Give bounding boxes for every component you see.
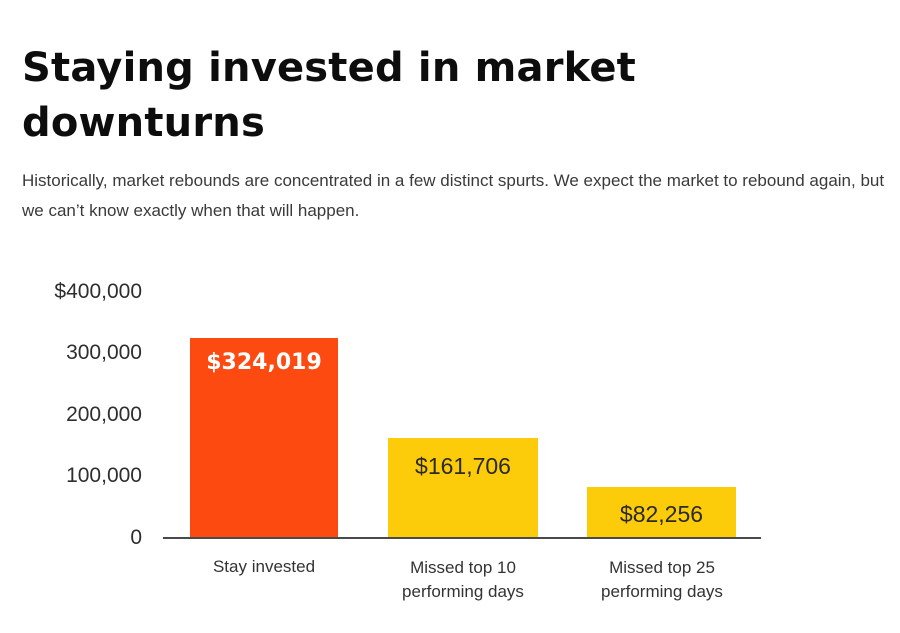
- bar-missed-top-25: $82,256: [587, 487, 736, 538]
- x-label-missed-top-10: Missed top 10 performing days: [368, 556, 558, 604]
- y-tick-0: 0: [130, 526, 142, 549]
- chart-description: Historically, market rebounds are concen…: [22, 171, 885, 220]
- y-tick-400000: $400,000: [54, 280, 142, 303]
- y-tick-300000: 300,000: [66, 341, 142, 364]
- x-label-line: Stay invested: [212, 557, 316, 576]
- bar-stay-invested: $324,019: [190, 338, 338, 538]
- bar-missed-top-10: $161,706: [388, 438, 538, 538]
- x-label-line: Missed top 25: [609, 558, 715, 577]
- x-label-stay-invested: Stay invested: [169, 555, 359, 579]
- bar-value-label: $161,706: [415, 453, 511, 479]
- bar-value-label: $82,256: [619, 501, 704, 527]
- x-label-line: performing days: [402, 582, 524, 601]
- x-label-line: Missed top 10: [410, 558, 516, 577]
- y-tick-100000: 100,000: [66, 464, 142, 487]
- x-axis-line: [163, 537, 761, 539]
- x-label-line: performing days: [601, 582, 723, 601]
- x-label-missed-top-25: Missed top 25 performing days: [567, 556, 757, 604]
- page-title: Staying invested in market downturns: [22, 44, 637, 146]
- y-tick-200000: 200,000: [66, 403, 142, 426]
- bar-value-label: $324,019: [206, 350, 322, 375]
